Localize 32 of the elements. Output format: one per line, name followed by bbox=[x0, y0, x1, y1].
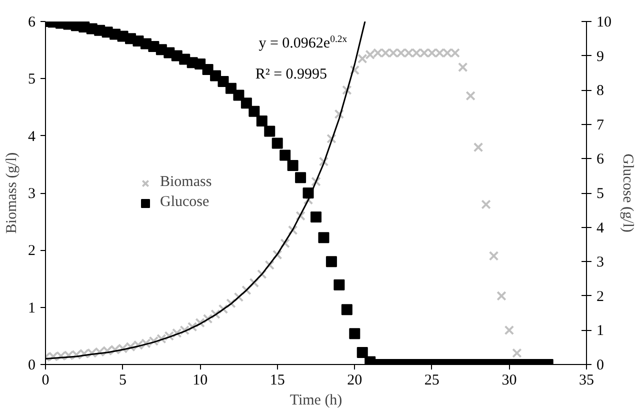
x-tick-label: 5 bbox=[119, 372, 127, 388]
y-tick-label: 1 bbox=[28, 300, 36, 316]
y-tick-label: 3 bbox=[28, 186, 36, 202]
x-tick-label: 0 bbox=[42, 372, 50, 388]
y2-tick-label: 4 bbox=[596, 220, 604, 236]
y2-tick-label: 3 bbox=[596, 254, 604, 271]
y2-tick-label: 0 bbox=[596, 358, 604, 374]
y2-tick-label: 2 bbox=[596, 288, 604, 305]
y-tick-label: 5 bbox=[28, 72, 36, 88]
y2-tick-label: 8 bbox=[596, 83, 604, 100]
x-tick-label: 10 bbox=[192, 372, 208, 388]
y2-tick-label: 1 bbox=[596, 323, 604, 340]
y-tick-label: 2 bbox=[28, 243, 36, 260]
x-tick-label: 15 bbox=[270, 372, 285, 388]
x-tick-label: 35 bbox=[579, 372, 594, 388]
y2-tick-label: 6 bbox=[596, 152, 604, 168]
y-tick-label: 0 bbox=[28, 358, 36, 374]
y-tick-label: 4 bbox=[28, 128, 36, 145]
x-tick-label: 25 bbox=[424, 372, 440, 388]
x-tick-label: 20 bbox=[347, 372, 362, 388]
y2-tick-label: 5 bbox=[596, 186, 604, 202]
y-axis-title: Biomass (g/l) bbox=[4, 152, 20, 234]
y2-tick-label: 7 bbox=[596, 117, 604, 134]
annotation: R² = 0.9995 bbox=[255, 66, 328, 83]
legend-label: Biomass bbox=[160, 174, 212, 191]
y-tick-label: 6 bbox=[28, 14, 36, 30]
y2-tick-label: 9 bbox=[596, 48, 604, 65]
y2-axis-title: Glucose (g/l) bbox=[620, 154, 636, 232]
x-axis-title: Time (h) bbox=[290, 392, 342, 408]
x-tick-label: 30 bbox=[502, 372, 517, 388]
y2-tick-label: 10 bbox=[596, 14, 612, 30]
legend-label: Glucose bbox=[160, 194, 210, 211]
